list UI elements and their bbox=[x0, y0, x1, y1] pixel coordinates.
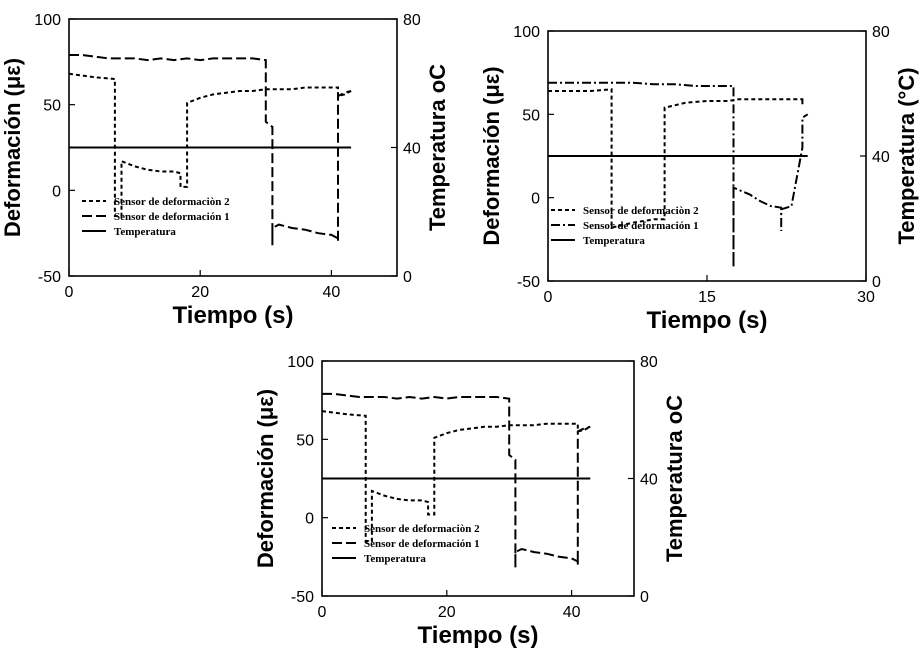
x-tick-label: 0 bbox=[318, 604, 327, 621]
legend: Sensor de deformaciòn 2 Sensor de deforma… bbox=[82, 196, 230, 238]
legend-label: Sensor de deformación 1 bbox=[583, 220, 699, 232]
y-tick-label: 50 bbox=[43, 98, 61, 115]
x-tick-label: 40 bbox=[563, 604, 581, 621]
y-axis-title: Deformación (με) bbox=[0, 58, 25, 237]
y-tick-label: 0 bbox=[52, 183, 61, 200]
legend-label: Temperatura bbox=[364, 553, 426, 565]
y2-tick-label: 80 bbox=[872, 24, 890, 41]
series-line-2 bbox=[69, 54, 352, 246]
series-line-1 bbox=[321, 410, 591, 543]
legend-label: Sensor de deformaciòn 2 bbox=[364, 523, 480, 535]
y-tick-label: 100 bbox=[34, 12, 61, 29]
legend-label: Sensor de deformación 1 bbox=[114, 211, 230, 223]
legend-label: Sensor de deformación 1 bbox=[364, 538, 480, 550]
x-axis-title: Tiempo (s) bbox=[418, 622, 539, 649]
y2-tick-label: 40 bbox=[872, 149, 890, 166]
y-tick-label: -50 bbox=[291, 589, 314, 606]
x-tick-label: 30 bbox=[857, 289, 875, 306]
y2-tick-label: 80 bbox=[640, 354, 658, 371]
legend-label: Sensor de deformaciòn 2 bbox=[114, 196, 230, 208]
series-line-1 bbox=[548, 88, 804, 229]
y2-tick-label: 80 bbox=[403, 12, 421, 29]
x-tick-label: 20 bbox=[438, 604, 456, 621]
x-tick-label: 0 bbox=[544, 289, 553, 306]
y2-tick-label: 0 bbox=[872, 274, 881, 291]
y-axis-title: Deformación (με) bbox=[479, 66, 504, 245]
x-tick-label: 40 bbox=[323, 284, 341, 301]
y2-tick-label: 0 bbox=[640, 589, 649, 606]
x-axis-title: Tiempo (s) bbox=[173, 302, 294, 329]
y2-axis-title: Temperatura oC bbox=[425, 64, 450, 231]
y-tick-label: -50 bbox=[517, 274, 540, 291]
y-axis-title: Deformación (με) bbox=[253, 389, 278, 568]
y-tick-label: 0 bbox=[305, 511, 314, 528]
series-line-1 bbox=[68, 72, 352, 217]
y2-tick-label: 0 bbox=[403, 269, 412, 286]
y2-tick-label: 40 bbox=[403, 141, 421, 158]
y-tick-label: 100 bbox=[287, 354, 314, 371]
x-axis-title: Tiempo (s) bbox=[647, 307, 768, 334]
y2-tick-label: 40 bbox=[640, 472, 658, 489]
y-tick-label: -50 bbox=[38, 269, 61, 286]
y-tick-label: 0 bbox=[531, 191, 540, 208]
series-line-2 bbox=[548, 81, 809, 268]
y2-axis-title: Temperatura (°C) bbox=[894, 67, 919, 244]
legend-label: Temperatura bbox=[114, 226, 176, 238]
series-line-2 bbox=[322, 392, 591, 568]
y-tick-label: 50 bbox=[522, 107, 540, 124]
y2-axis-title: Temperatura oC bbox=[662, 395, 687, 562]
legend-label: Temperatura bbox=[583, 235, 645, 247]
x-tick-label: 20 bbox=[191, 284, 209, 301]
y-tick-label: 100 bbox=[513, 24, 540, 41]
legend-label: Sensor de deformaciòn 2 bbox=[583, 205, 699, 217]
legend: Sensor de deformaciòn 2 Sensor de deforma… bbox=[332, 523, 480, 565]
y-tick-label: 50 bbox=[296, 432, 314, 449]
legend: Sensor de deformaciòn 2 Sensor de deforma… bbox=[551, 205, 699, 247]
x-tick-label: 0 bbox=[65, 284, 74, 301]
x-tick-label: 15 bbox=[698, 289, 716, 306]
